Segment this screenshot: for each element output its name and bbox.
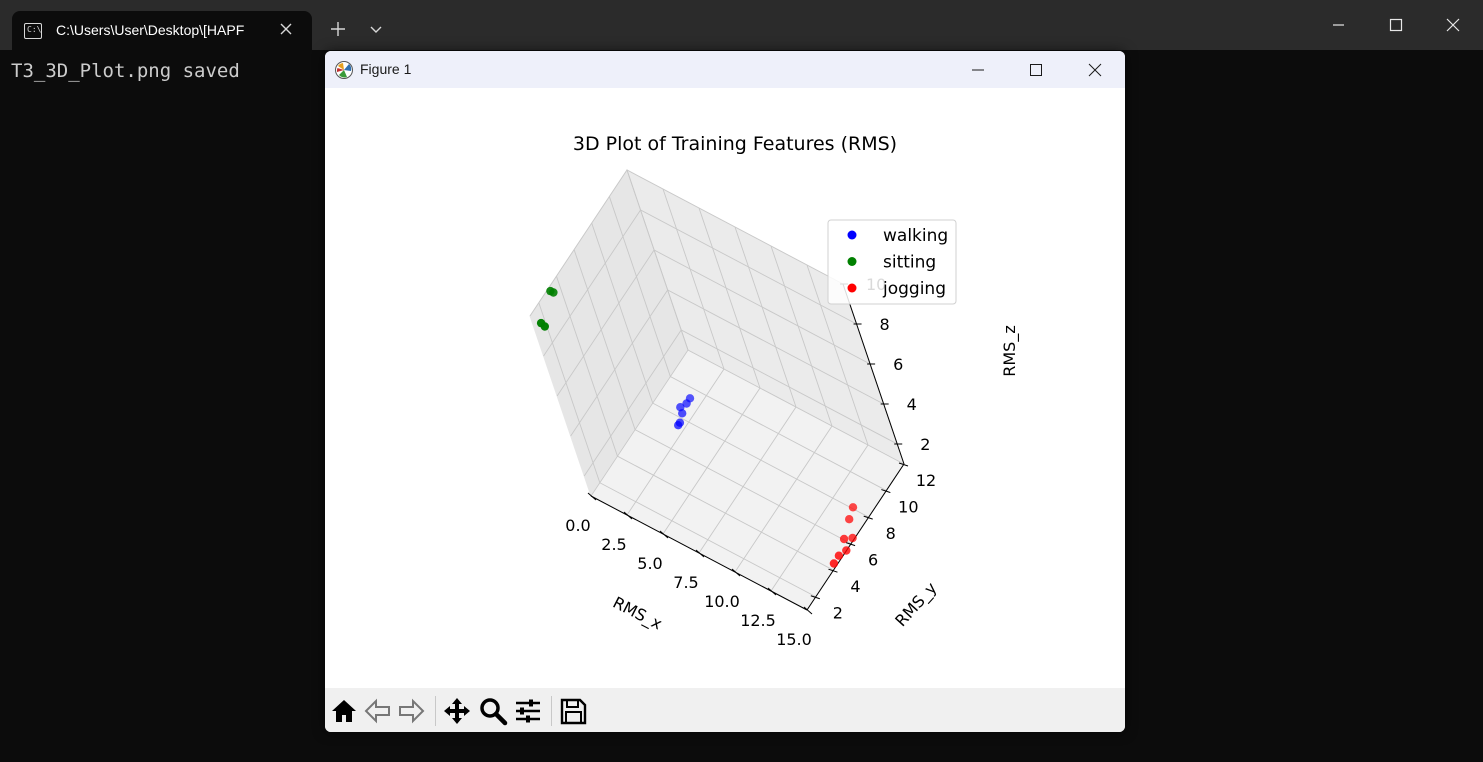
terminal-tab[interactable]: C:\ C:\Users\User\Desktop\[HAPF xyxy=(12,11,312,50)
x-axis-label: RMS_x xyxy=(609,593,665,635)
y-tick-label: 4 xyxy=(850,577,860,596)
y-axis-label: RMS_y xyxy=(891,578,941,630)
y-tick-label: 8 xyxy=(886,524,896,543)
x-tick-label: 5.0 xyxy=(637,554,662,573)
grid-line xyxy=(529,169,844,317)
x-tick-label: 10.0 xyxy=(704,592,740,611)
figure-minimize-button[interactable] xyxy=(958,55,998,85)
x-tick xyxy=(659,530,669,539)
data-point-walking xyxy=(675,418,685,427)
grid-line xyxy=(626,169,905,465)
x-tick-label: 2.5 xyxy=(601,535,626,554)
x-tick-label: 12.5 xyxy=(740,611,776,630)
x-tick xyxy=(623,511,633,520)
close-button[interactable] xyxy=(1433,10,1473,40)
y-tick-label: 10 xyxy=(898,498,918,517)
grid-line xyxy=(556,276,834,571)
tab-dropdown-button[interactable] xyxy=(364,17,388,41)
legend-marker-jogging xyxy=(847,283,857,293)
y-tick xyxy=(828,568,838,573)
tab-title: C:\Users\User\Desktop\[HAPF xyxy=(56,22,245,38)
minimize-button[interactable] xyxy=(1318,10,1358,40)
grid-line xyxy=(543,209,857,357)
y-tick xyxy=(810,595,820,600)
toolbar-separator xyxy=(551,696,552,726)
grid-line xyxy=(556,249,871,397)
legend-marker-sitting xyxy=(847,257,857,266)
legend: walking sitting jogging xyxy=(827,219,957,305)
legend-label-walking: walking xyxy=(883,226,948,246)
tab-close-icon[interactable] xyxy=(276,19,296,39)
new-tab-button[interactable] xyxy=(326,17,350,41)
forward-icon[interactable] xyxy=(396,696,426,726)
legend-label-sitting: sitting xyxy=(883,253,936,273)
navigation-toolbar xyxy=(325,688,1125,732)
data-point-sitting xyxy=(549,288,558,297)
x-tick xyxy=(803,606,813,615)
y-tick-label: 6 xyxy=(868,551,878,570)
y-tick-label: 12 xyxy=(916,471,936,490)
y-tick xyxy=(898,462,909,467)
y-tick-label: 2 xyxy=(833,604,843,623)
grid-line xyxy=(573,249,852,545)
y-tick xyxy=(845,542,856,547)
x-tick-label: 15.0 xyxy=(776,630,812,649)
data-point-jogging xyxy=(842,546,851,555)
figure-close-button[interactable] xyxy=(1075,55,1115,85)
data-point-jogging xyxy=(829,559,839,568)
data-point-jogging xyxy=(848,503,858,512)
y-tick xyxy=(863,515,873,520)
terminal-output-line: T3_3D_Plot.png saved xyxy=(11,60,240,82)
x-tick-label: 7.5 xyxy=(673,573,698,592)
figure-maximize-button[interactable] xyxy=(1016,55,1056,85)
figure-title: Figure 1 xyxy=(360,61,412,77)
home-icon[interactable] xyxy=(329,696,359,726)
z-axis-label: RMS_z xyxy=(1000,325,1020,376)
terminal-icon-glyph: C:\ xyxy=(27,25,42,34)
x-tick-label: 0.0 xyxy=(565,516,590,535)
x-tick xyxy=(767,587,777,596)
z-tick-label: 2 xyxy=(920,435,930,454)
x-tick xyxy=(731,568,741,577)
z-axis-line xyxy=(842,283,905,465)
z-tick-label: 6 xyxy=(893,355,903,374)
data-point-jogging xyxy=(848,533,857,543)
data-point-jogging xyxy=(845,515,854,524)
terminal-titlebar[interactable]: C:\ C:\Users\User\Desktop\[HAPF xyxy=(0,0,1483,50)
y-tick xyxy=(881,489,891,494)
data-point-walking xyxy=(676,403,685,412)
legend-box xyxy=(827,219,957,305)
toolbar-separator xyxy=(435,696,436,726)
legend-marker-walking xyxy=(847,230,857,240)
x-tick xyxy=(587,492,597,501)
data-point-walking xyxy=(685,394,695,403)
legend-label-jogging: jogging xyxy=(882,279,946,299)
figure-titlebar[interactable]: Figure 1 xyxy=(325,51,1125,88)
matplotlib-icon xyxy=(334,60,354,80)
terminal-icon: C:\ xyxy=(24,23,42,39)
configure-subplots-icon[interactable] xyxy=(513,696,543,726)
plot-title: 3D Plot of Training Features (RMS) xyxy=(573,133,897,155)
grid-line xyxy=(538,302,817,598)
figure-canvas[interactable]: 0.0 2.5 5.0 7.5 10.0 12.5 15.0 RMS_x 2 4 6 8 10 12 RMS… xyxy=(325,88,1125,688)
x-tick xyxy=(695,549,705,558)
pan-icon[interactable] xyxy=(442,696,472,726)
back-icon[interactable] xyxy=(363,696,393,726)
grid-line xyxy=(608,196,887,491)
data-point-jogging xyxy=(834,551,844,560)
grid-line xyxy=(583,329,898,477)
z-tick-label: 8 xyxy=(880,315,890,334)
z-tick-label: 4 xyxy=(907,395,917,414)
save-icon[interactable] xyxy=(558,696,588,726)
grid-line xyxy=(570,289,884,437)
maximize-button[interactable] xyxy=(1376,10,1416,40)
data-point-sitting xyxy=(540,322,549,331)
data-point-jogging xyxy=(839,534,849,544)
zoom-icon[interactable] xyxy=(478,696,508,726)
grid-line xyxy=(591,222,869,518)
figure-window: Figure 1 0.0 2.5 5.0 7.5 10.0 12.5 15.0 RMS_x 2 4… xyxy=(325,51,1125,732)
